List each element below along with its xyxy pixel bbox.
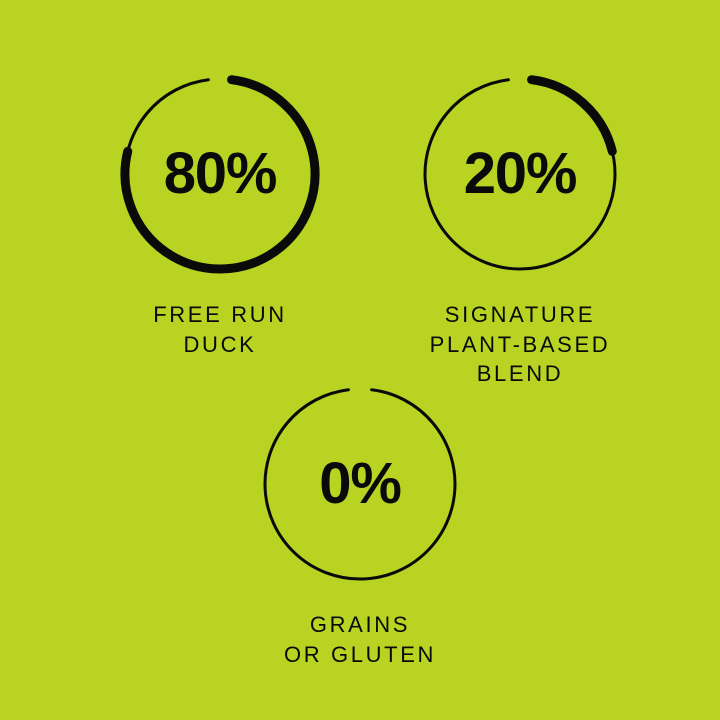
percent-value: 20% — [464, 145, 577, 203]
stat-plant-blend: 20% SIGNATURE PLANT-BASED BLEND — [416, 70, 624, 389]
progress-ring: 80% — [116, 70, 324, 278]
stat-grains-gluten: 0% GRAINS OR GLUTEN — [256, 380, 464, 669]
stat-label: GRAINS OR GLUTEN — [284, 610, 436, 669]
progress-ring: 20% — [416, 70, 624, 278]
percent-value: 0% — [319, 455, 401, 513]
stat-label: SIGNATURE PLANT-BASED BLEND — [430, 300, 611, 389]
stat-free-run-duck: 80% FREE RUN DUCK — [116, 70, 324, 359]
infographic-canvas: 80% FREE RUN DUCK 20% SIGNATURE PLANT-BASED… — [0, 0, 720, 720]
percent-value: 80% — [164, 145, 277, 203]
stat-label: FREE RUN DUCK — [153, 300, 287, 359]
progress-ring: 0% — [256, 380, 464, 588]
